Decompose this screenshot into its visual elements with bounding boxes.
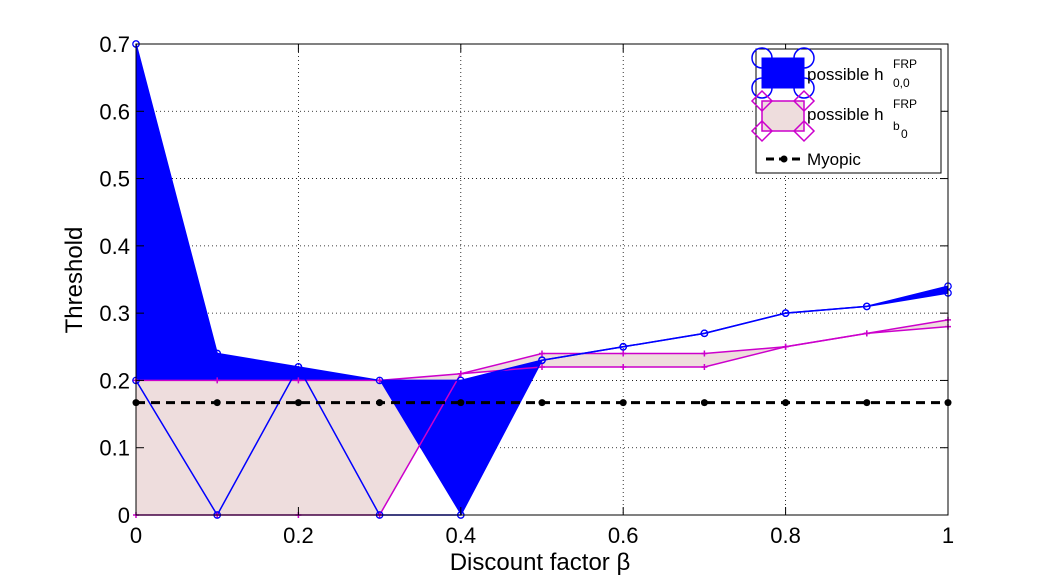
y-tick-label: 0 <box>118 503 130 528</box>
data-point <box>457 370 464 377</box>
y-tick-label: 0.5 <box>99 167 130 192</box>
data-point <box>294 363 303 371</box>
legend-marker <box>751 47 773 69</box>
x-tick-label: 1 <box>942 523 954 548</box>
legend-marker <box>750 89 774 113</box>
y-tick-label: 0.6 <box>99 99 130 124</box>
x-tick-label: 0.2 <box>283 523 314 548</box>
data-point <box>700 399 708 407</box>
data-point <box>457 399 465 407</box>
x-tick-label: 0.6 <box>608 523 639 548</box>
x-tick-label: 0.8 <box>770 523 801 548</box>
data-point <box>538 356 546 365</box>
data-point <box>214 377 221 384</box>
axes <box>135 43 949 516</box>
x-tick-label: 0 <box>130 523 142 548</box>
y-tick-label: 0.4 <box>99 234 130 259</box>
legend-swatch <box>761 100 805 132</box>
data-point <box>376 399 384 407</box>
data-point <box>863 399 871 407</box>
data-series <box>132 40 952 519</box>
data-point <box>700 329 709 338</box>
legend-swatch <box>761 57 805 89</box>
legend-marker <box>792 119 816 143</box>
data-point <box>294 399 302 407</box>
data-point <box>376 377 383 384</box>
data-point <box>619 399 627 407</box>
legend-marker <box>793 77 815 99</box>
band-fill-1 <box>136 319 948 515</box>
y-tick-label: 0.3 <box>99 301 130 326</box>
legend-label-sub: b <box>893 119 900 133</box>
data-point <box>620 363 627 370</box>
legend-label-sub: 0,0 <box>893 76 910 90</box>
series-line-lower <box>135 292 949 517</box>
data-point <box>539 363 545 370</box>
data-point <box>863 330 870 337</box>
y-axis-title: Threshold <box>61 227 88 334</box>
data-point <box>539 350 545 357</box>
legend-label-sup: FRP <box>893 57 917 71</box>
data-point <box>782 399 790 407</box>
legend-label: Myopic <box>807 150 861 169</box>
data-point <box>538 399 546 407</box>
legend-label: possible h <box>807 105 884 124</box>
legend: possible h FRP 0,0 possible h FRP b0 Myopic <box>750 47 942 174</box>
legend-label: possible h <box>807 65 884 84</box>
legend-marker <box>792 89 816 113</box>
data-point <box>781 309 790 317</box>
data-point <box>782 343 789 350</box>
axes-frame <box>135 43 949 516</box>
data-point <box>456 376 465 385</box>
y-tick-label: 0.2 <box>99 368 130 393</box>
legend-label-sup: FRP <box>893 97 917 111</box>
data-point <box>701 363 708 370</box>
data-point <box>701 350 708 357</box>
legend-marker <box>780 155 788 163</box>
x-axis-title: Discount factor β <box>450 549 631 576</box>
data-point <box>619 342 628 351</box>
y-tick-label: 0.1 <box>99 436 130 461</box>
data-point <box>213 399 221 407</box>
data-point <box>213 349 222 358</box>
data-point <box>862 302 871 311</box>
legend-marker <box>793 47 815 69</box>
x-tick-label: 0.4 <box>446 523 477 548</box>
legend-marker <box>750 119 774 143</box>
data-point <box>620 350 627 357</box>
data-point <box>295 377 302 384</box>
y-tick-label: 0.7 <box>99 32 130 57</box>
legend-label-subsub: 0 <box>901 127 908 141</box>
legend-marker <box>751 77 773 99</box>
tick-labels: 0 0.2 0.4 0.6 0.8 1 0 0.1 0.2 0.3 0.4 0.5 0.6 0.7 <box>99 32 954 548</box>
data-point <box>375 376 384 385</box>
